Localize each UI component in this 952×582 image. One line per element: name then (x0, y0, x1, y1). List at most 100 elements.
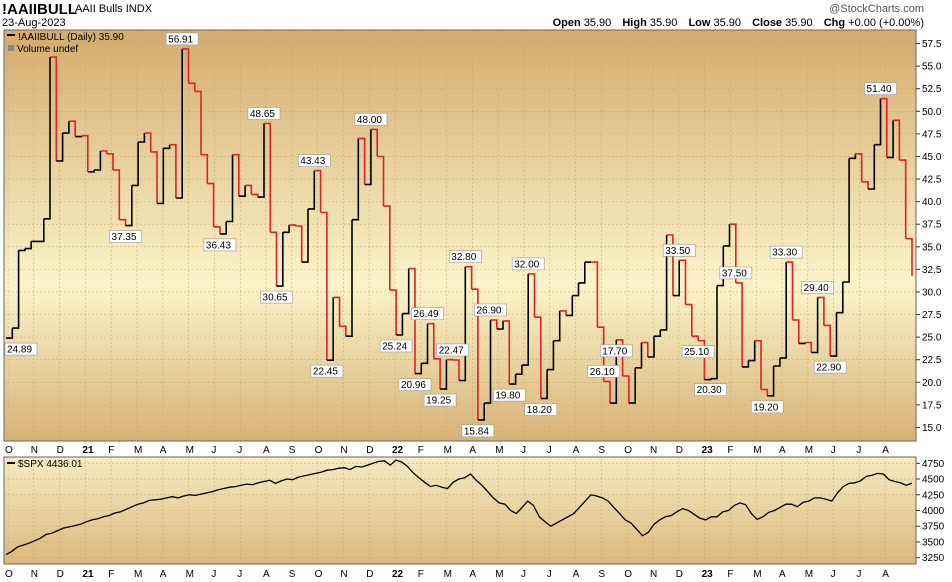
series-segment (547, 340, 555, 371)
y-tick-label: 45.0 (922, 152, 942, 163)
annotation-box (719, 266, 753, 280)
annotation-label: 32.80 (451, 252, 476, 263)
annotation-box (511, 257, 545, 271)
series-segment (477, 403, 485, 421)
annotation-label: 26.49 (414, 309, 439, 320)
annotation-label: 22.45 (313, 367, 338, 378)
series-segment (106, 153, 114, 170)
price-panel: 15.0 17.5 20.0 22.5 25.0 27.5 30.0 32.5 35.0 37.5… (3, 29, 942, 442)
series-segment (320, 211, 328, 361)
series-segment (855, 153, 863, 182)
x-tick-label: M (805, 445, 813, 456)
series-segment (207, 182, 215, 227)
x-tick-label: F (108, 569, 114, 580)
x-tick-label: A (263, 445, 270, 456)
series-segment (880, 97, 888, 158)
annotation-label: 37.50 (722, 268, 747, 279)
series-segment (534, 316, 542, 399)
annotation-box (310, 364, 344, 378)
x-tick-label: D (57, 445, 64, 456)
series-segment (817, 296, 825, 326)
annotation-label: 36.43 (206, 240, 231, 251)
series-segment (75, 135, 83, 138)
annotation-label: 56.91 (168, 34, 193, 45)
x-tick-label: J (521, 569, 526, 580)
y-tick-label: 20.0 (922, 378, 942, 389)
x-tick-label: M (753, 569, 761, 580)
x-tick-label: F (727, 445, 733, 456)
ohlc-high: High 35.90 (622, 17, 681, 29)
y-tick-label: 3500 (922, 537, 945, 548)
x-tick-label: M (805, 569, 813, 580)
annotation-box (260, 290, 293, 304)
series-segment (68, 120, 76, 137)
annotation-label: 26.90 (476, 305, 501, 316)
series-segment (591, 261, 599, 328)
series-segment (452, 359, 460, 381)
series-segment (742, 360, 750, 368)
annotation-box (436, 343, 470, 357)
series-segment (131, 142, 139, 187)
x-tick-label: N (31, 569, 38, 580)
x-tick-label: N (650, 569, 657, 580)
ohlc-close: Close 35.90 (752, 17, 816, 29)
series-segment (364, 129, 372, 186)
annotation-label: 51.40 (867, 84, 892, 95)
copyright: @StockCharts.com (829, 3, 924, 15)
x-tick-label: 21 (82, 569, 94, 580)
series-segment (415, 363, 423, 375)
series-segment (597, 326, 605, 382)
y-tick-label: 27.5 (922, 310, 942, 321)
annotation-box (4, 342, 38, 356)
series-segment (717, 245, 725, 287)
y-tick-label: 17.5 (922, 400, 942, 411)
x-tick-label: J (547, 445, 552, 456)
annotation-label: 29.40 (804, 283, 829, 294)
series-segment (622, 375, 630, 404)
x-tick-label: M (444, 569, 452, 580)
series-segment (773, 357, 781, 367)
y-tick-label: 37.5 (922, 220, 942, 231)
annotation-box (750, 400, 784, 414)
series-segment (182, 48, 190, 84)
x-tick-label: A (779, 569, 786, 580)
series-segment (521, 273, 529, 366)
legend-label: $SPX 4436.01 (18, 459, 83, 470)
volume-icon (8, 45, 14, 51)
x-tick-label: S (289, 445, 296, 456)
x-tick-label: M (444, 445, 452, 456)
series-segment (289, 224, 297, 226)
y-tick-label: 40.0 (922, 197, 942, 208)
series-segment (805, 341, 813, 353)
series-segment (691, 335, 699, 341)
y-tick-label: 3750 (922, 522, 945, 533)
annotation-label: 33.50 (665, 246, 690, 257)
annotation-label: 22.47 (439, 345, 464, 356)
series-segment (528, 273, 536, 318)
series-segment (389, 289, 397, 335)
series-segment (641, 341, 649, 357)
y-tick-label: 32.5 (922, 265, 942, 276)
series-segment (43, 57, 51, 220)
annotation-box (203, 238, 237, 252)
series-segment (194, 90, 202, 155)
series-segment (729, 223, 737, 283)
series-segment (113, 169, 121, 220)
y-tick-label: 55.0 (922, 62, 942, 73)
series-segment (616, 339, 624, 376)
series-segment (94, 151, 102, 171)
series-segment (396, 313, 404, 336)
series-segment (698, 339, 706, 380)
ohlc-low: Low 35.90 (688, 17, 745, 29)
series-segment (672, 260, 680, 297)
x-tick-label: J (237, 445, 242, 456)
series-segment (868, 144, 876, 190)
series-segment (496, 320, 504, 330)
ohlc-readout: Open 35.90 High 35.90 Low 35.90 Close 35… (553, 17, 924, 29)
series-segment (540, 369, 548, 400)
x-tick-label: N (650, 445, 657, 456)
series-segment (515, 365, 523, 375)
annotation-box (109, 230, 142, 243)
x-tick-label: S (598, 445, 605, 456)
annotation-box (769, 245, 803, 259)
